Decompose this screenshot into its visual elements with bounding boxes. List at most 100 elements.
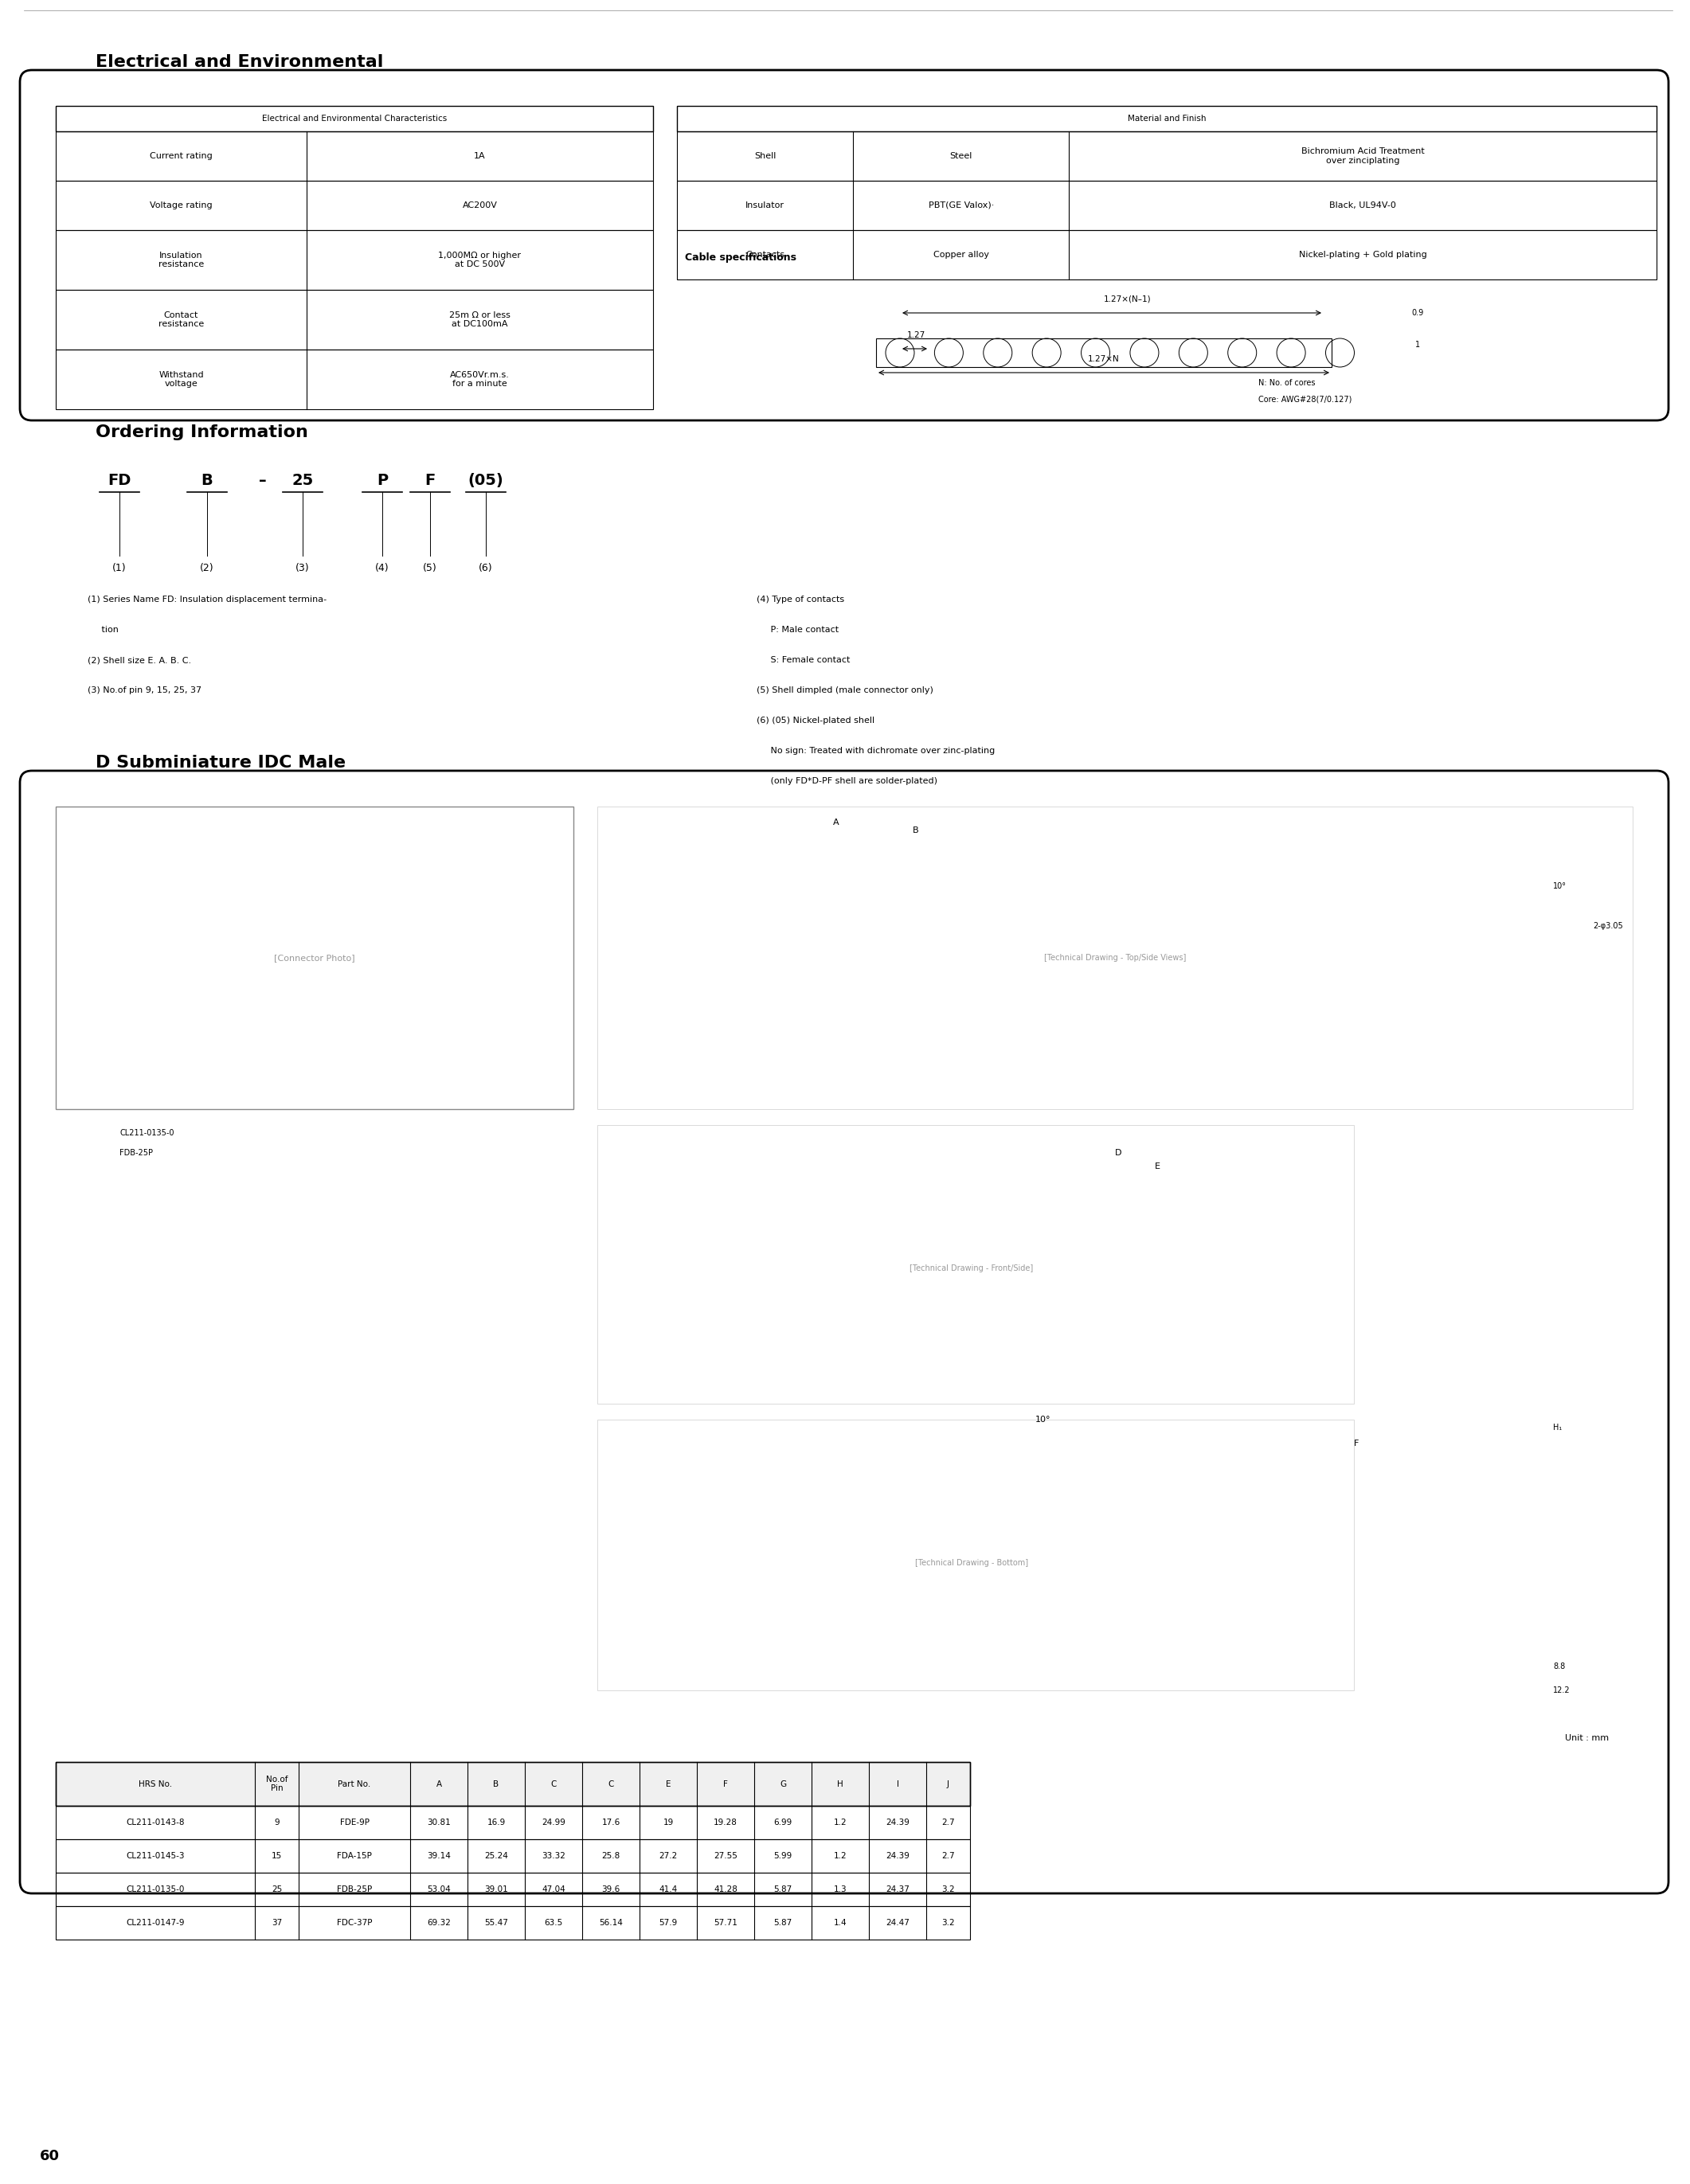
Text: Ordering Information: Ordering Information (96, 424, 308, 441)
Text: (only FD*D-PF shell are solder-plated): (only FD*D-PF shell are solder-plated) (757, 778, 938, 784)
Bar (56, 181, 652, 229)
Text: 24.37: 24.37 (886, 1885, 909, 1894)
Text: [Connector Photo]: [Connector Photo] (274, 954, 355, 961)
Text: (1) Series Name FD: Insulation displacement termina-: (1) Series Name FD: Insulation displacem… (88, 596, 326, 603)
Text: –: – (259, 474, 267, 487)
Text: B: B (493, 1780, 499, 1789)
Text: Insulation
resistance: Insulation resistance (159, 251, 204, 269)
Text: 19: 19 (662, 1819, 674, 1826)
FancyBboxPatch shape (20, 70, 1668, 419)
Text: 63.5: 63.5 (544, 1920, 563, 1926)
Text: C: C (608, 1780, 613, 1789)
Text: 55.47: 55.47 (485, 1920, 509, 1926)
Text: H: H (837, 1780, 843, 1789)
Text: 57.71: 57.71 (713, 1920, 737, 1926)
Text: 1.27×(N–1): 1.27×(N–1) (1104, 295, 1151, 304)
Text: 24.99: 24.99 (541, 1819, 566, 1826)
Bar (56, 1806, 970, 1839)
Text: 60: 60 (41, 2149, 59, 2164)
Text: 19.28: 19.28 (713, 1819, 737, 1826)
Text: FDE-9P: FDE-9P (340, 1819, 368, 1826)
Text: Contact
resistance: Contact resistance (159, 310, 204, 328)
Text: (2) Shell size E. A. B. C.: (2) Shell size E. A. B. C. (88, 655, 191, 664)
Text: CL211-0145-3: CL211-0145-3 (127, 1852, 184, 1861)
Text: 17.6: 17.6 (602, 1819, 620, 1826)
Text: [Technical Drawing - Front/Side]: [Technical Drawing - Front/Side] (909, 1265, 1034, 1273)
Text: 1.27: 1.27 (906, 332, 924, 339)
Text: 5.99: 5.99 (774, 1852, 793, 1861)
Text: F: F (424, 474, 436, 487)
Text: 9: 9 (274, 1819, 279, 1826)
Text: 12.2: 12.2 (1553, 1686, 1570, 1695)
Text: 8.8: 8.8 (1553, 1662, 1565, 1671)
Text: FDB-25P: FDB-25P (120, 1149, 152, 1158)
Text: 1.4: 1.4 (833, 1920, 847, 1926)
Text: 1: 1 (1415, 341, 1420, 349)
Text: 15: 15 (272, 1852, 282, 1861)
Text: [Technical Drawing - Top/Side Views]: [Technical Drawing - Top/Side Views] (1044, 954, 1186, 961)
FancyBboxPatch shape (20, 771, 1668, 1894)
Text: Voltage rating: Voltage rating (150, 201, 213, 210)
Text: 25.8: 25.8 (602, 1852, 620, 1861)
Text: B: B (201, 474, 213, 487)
Text: 53.04: 53.04 (428, 1885, 451, 1894)
Text: 3.2: 3.2 (941, 1885, 955, 1894)
Text: D: D (1115, 1149, 1122, 1158)
Text: 25m Ω or less
at DC100mA: 25m Ω or less at DC100mA (450, 310, 510, 328)
Text: A: A (833, 819, 840, 826)
Text: 27.55: 27.55 (713, 1852, 737, 1861)
Text: CL211-0135-0: CL211-0135-0 (120, 1129, 174, 1138)
Text: Nickel-plating + Gold plating: Nickel-plating + Gold plating (1298, 251, 1426, 258)
Text: 37: 37 (272, 1920, 282, 1926)
Text: [Technical Drawing - Bottom]: [Technical Drawing - Bottom] (914, 1559, 1028, 1566)
Text: 3.2: 3.2 (941, 1920, 955, 1926)
Text: (05): (05) (468, 474, 504, 487)
Text: 39.14: 39.14 (428, 1852, 451, 1861)
Text: (5) Shell dimpled (male connector only): (5) Shell dimpled (male connector only) (757, 686, 933, 695)
Text: F: F (1354, 1439, 1359, 1448)
Text: (6) (05) Nickel-plated shell: (6) (05) Nickel-plated shell (757, 716, 874, 725)
Text: 47.04: 47.04 (542, 1885, 566, 1894)
Bar (56, 1872, 970, 1907)
Bar (56, 105, 652, 131)
Text: 25.24: 25.24 (485, 1852, 509, 1861)
Text: 24.39: 24.39 (886, 1819, 909, 1826)
Text: FDA-15P: FDA-15P (336, 1852, 372, 1861)
Text: 5.87: 5.87 (774, 1885, 793, 1894)
Bar (56, 229, 652, 290)
Text: A: A (436, 1780, 441, 1789)
Text: D Subminiature IDC Male: D Subminiature IDC Male (96, 756, 346, 771)
Text: Part No.: Part No. (338, 1780, 370, 1789)
Text: Bichromium Acid Treatment
over zinciplating: Bichromium Acid Treatment over zinciplat… (1301, 149, 1425, 164)
Bar (678, 131, 1656, 181)
Text: Black, UL94V-0: Black, UL94V-0 (1330, 201, 1396, 210)
Text: 1.2: 1.2 (833, 1819, 847, 1826)
Text: P: P (377, 474, 389, 487)
Text: 25: 25 (272, 1885, 282, 1894)
Text: Shell: Shell (754, 153, 776, 159)
Text: 2.7: 2.7 (941, 1819, 955, 1826)
Text: (2): (2) (199, 563, 215, 572)
Text: Electrical and Environmental: Electrical and Environmental (96, 55, 384, 70)
Bar (56, 290, 652, 349)
Text: 39.01: 39.01 (485, 1885, 509, 1894)
Text: 41.28: 41.28 (713, 1885, 737, 1894)
Text: Insulator: Insulator (745, 201, 784, 210)
Bar (56, 349, 652, 408)
Text: FDB-25P: FDB-25P (336, 1885, 372, 1894)
Text: 39.6: 39.6 (602, 1885, 620, 1894)
Text: Unit : mm: Unit : mm (1565, 1734, 1609, 1743)
Text: 27.2: 27.2 (659, 1852, 678, 1861)
Text: (1): (1) (113, 563, 127, 572)
Bar (56, 1762, 970, 1806)
Text: FDC-37P: FDC-37P (336, 1920, 372, 1926)
Text: (4) Type of contacts: (4) Type of contacts (757, 596, 845, 603)
Text: CL211-0135-0: CL211-0135-0 (127, 1885, 184, 1894)
Bar (597, 1420, 1354, 1690)
Text: 1.27×N: 1.27×N (1088, 356, 1120, 363)
Text: Current rating: Current rating (150, 153, 213, 159)
Text: H₁: H₁ (1553, 1424, 1562, 1431)
Text: CL211-0143-8: CL211-0143-8 (127, 1819, 184, 1826)
Bar (56, 131, 652, 181)
Text: Core: AWG#28(7/0.127): Core: AWG#28(7/0.127) (1259, 395, 1352, 402)
